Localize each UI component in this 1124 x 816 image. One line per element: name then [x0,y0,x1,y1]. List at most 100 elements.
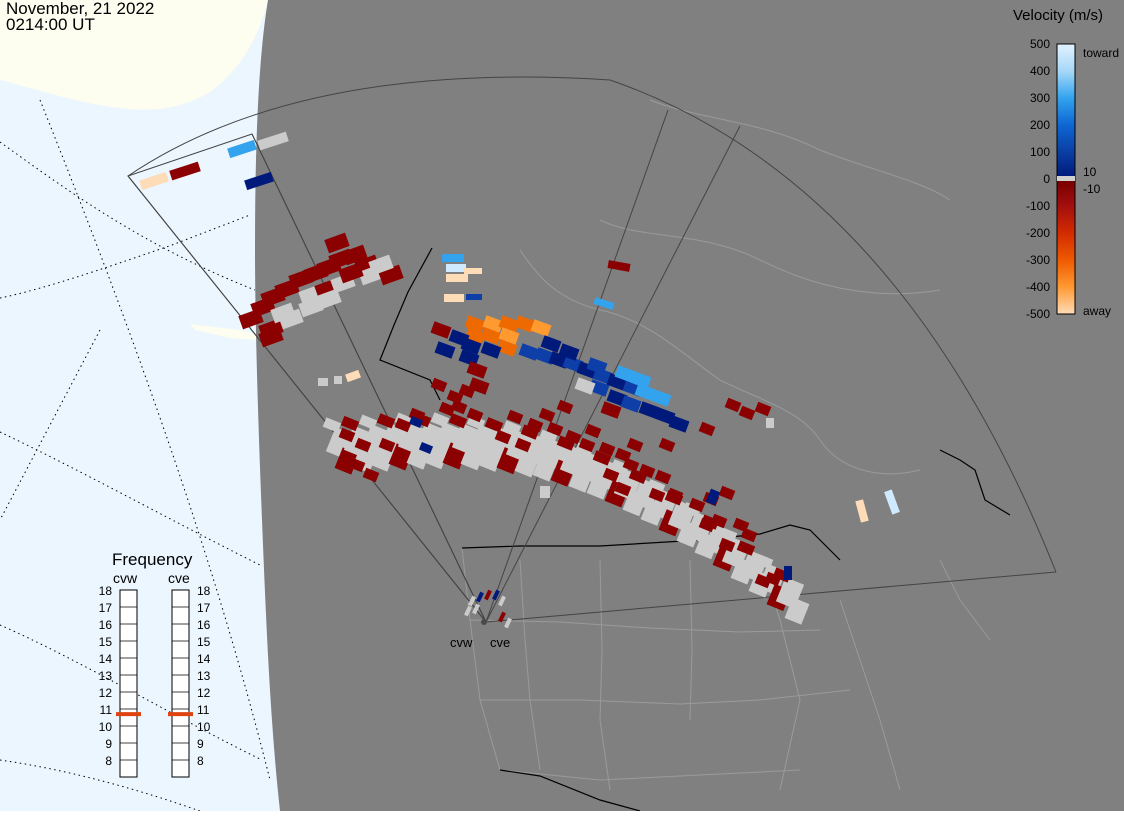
fov-cvw-arc [127,76,611,177]
frequency-radar-cve-label: cve [168,570,190,586]
colorbar-title: Velocity (m/s) [1013,7,1103,24]
radar-echo-cell [650,389,672,407]
coastline [599,219,941,295]
fov-cvw-edge [251,133,487,623]
time-label: 0214:00 UT [6,15,95,34]
radar-echo-cell [446,274,468,282]
radar-echo-cell [766,418,774,428]
radar-echo-cell [658,437,676,453]
fov-cvw-outer [127,175,487,623]
radar-echo-cell [318,378,328,386]
radar-echo-cell [698,517,716,533]
radar-echo-cell [466,361,488,379]
radar-echo-cell [538,429,558,445]
radar-echo-cell [530,319,552,337]
radar-echo-cell [466,407,484,423]
radar-echo-cell [668,415,690,433]
frequency-level-label: 8 [197,754,204,768]
radar-echo-cell [430,377,448,393]
colorbar-tick-label: -300 [1026,253,1050,267]
radar-echo-cell [342,244,368,266]
frequency-level-label: 16 [197,618,211,632]
radar-echo-cell [540,335,562,353]
region-borders [461,99,991,791]
frequency-column-cve [171,589,190,778]
colorbar-tick-label: -100 [1026,199,1050,213]
grid-line [0,141,256,291]
border-line [461,547,501,771]
radar-echo-cell [740,527,758,543]
colorbar-zero-band [1057,176,1075,181]
radar-echo-cell [494,429,512,445]
radar-echo-cell [322,417,342,433]
radar-site-cvw-label: cvw [450,635,473,650]
coastline [719,379,921,475]
radar-echo-cell [448,413,468,429]
colorbar-away-label: away [1083,304,1111,318]
radar-echo-cell [622,457,640,473]
frequency-title: Frequency [112,550,193,569]
radar-echo-cell [666,487,684,503]
radar-echo-cell [648,487,666,503]
frequency-level-label: 18 [99,584,113,598]
radar-echo-cell [278,308,304,330]
radar-echo-cell [498,327,520,345]
radar-echo-cell [418,442,434,454]
border-line [469,619,821,633]
radar-echo-cell [724,397,742,413]
radar-echo-cell [654,407,676,425]
colorbar-tick-label: 200 [1030,118,1050,132]
radar-echo-cell [169,161,201,181]
colorbar-tick-label: -500 [1026,307,1050,321]
radar-echo-cell [362,467,380,483]
coastline [519,249,721,381]
radar-echo-cell [430,321,452,339]
radar-echo-cell [498,595,506,607]
radar-echo-cell [736,540,756,556]
ice-region [0,0,268,110]
radar-echo-cell [376,413,396,429]
radar-echo-cell [610,459,630,475]
radar-echo-cell [556,435,576,451]
radar-echo-cell [466,294,482,300]
radar-echo-cell [227,139,257,159]
radar-echo-cell [298,296,324,318]
radar-echo-cell [484,589,492,601]
radar-echo-cell [476,591,484,603]
radar-echo-cell [574,377,596,395]
frequency-level-label: 17 [99,601,113,615]
radar-echo-cell [688,497,706,513]
radar-echo-cell [520,424,540,440]
radar-echo-cell [468,595,476,607]
radar-echo-cell [482,315,504,333]
radar-echo-cell [502,420,522,436]
radar-echo-cell [628,468,648,484]
radar-echo-cell [630,371,652,389]
radar-echo-cell [586,357,608,375]
radar-echo-cell [472,603,480,615]
radar-echo-cell [480,341,502,359]
radar-echo-cell [646,479,666,495]
radar-echo-cell [464,268,482,274]
us-mexico-border [499,769,641,812]
radar-echo-cell [546,421,564,437]
radar-echo-cell [764,571,782,587]
colorbar-minus-ten-label: -10 [1083,182,1101,196]
frequency-level-label: 17 [197,601,211,615]
radar-echo-cell [855,499,869,523]
radar-echo-cell [540,486,550,498]
radar-echo-cell [620,395,642,413]
radar-echo-cell [626,437,644,453]
radar-echo-cell [514,437,532,453]
radar-echo-cell [498,611,506,623]
velocity-colorbar: Velocity (m/s) 500 400 300 200 100 0 -100 -200 -… [1013,7,1119,321]
grid-line [0,431,261,566]
frequency-level-label: 12 [197,686,211,700]
frequency-level-label: 11 [197,703,210,717]
radar-echo-cell [334,376,342,384]
radar-echo-cell [634,383,656,401]
radar-echo-cell [602,467,620,483]
radar-echo-cell [324,232,350,254]
radar-echo-cell [458,349,480,367]
radar-echo-cell [710,513,728,529]
